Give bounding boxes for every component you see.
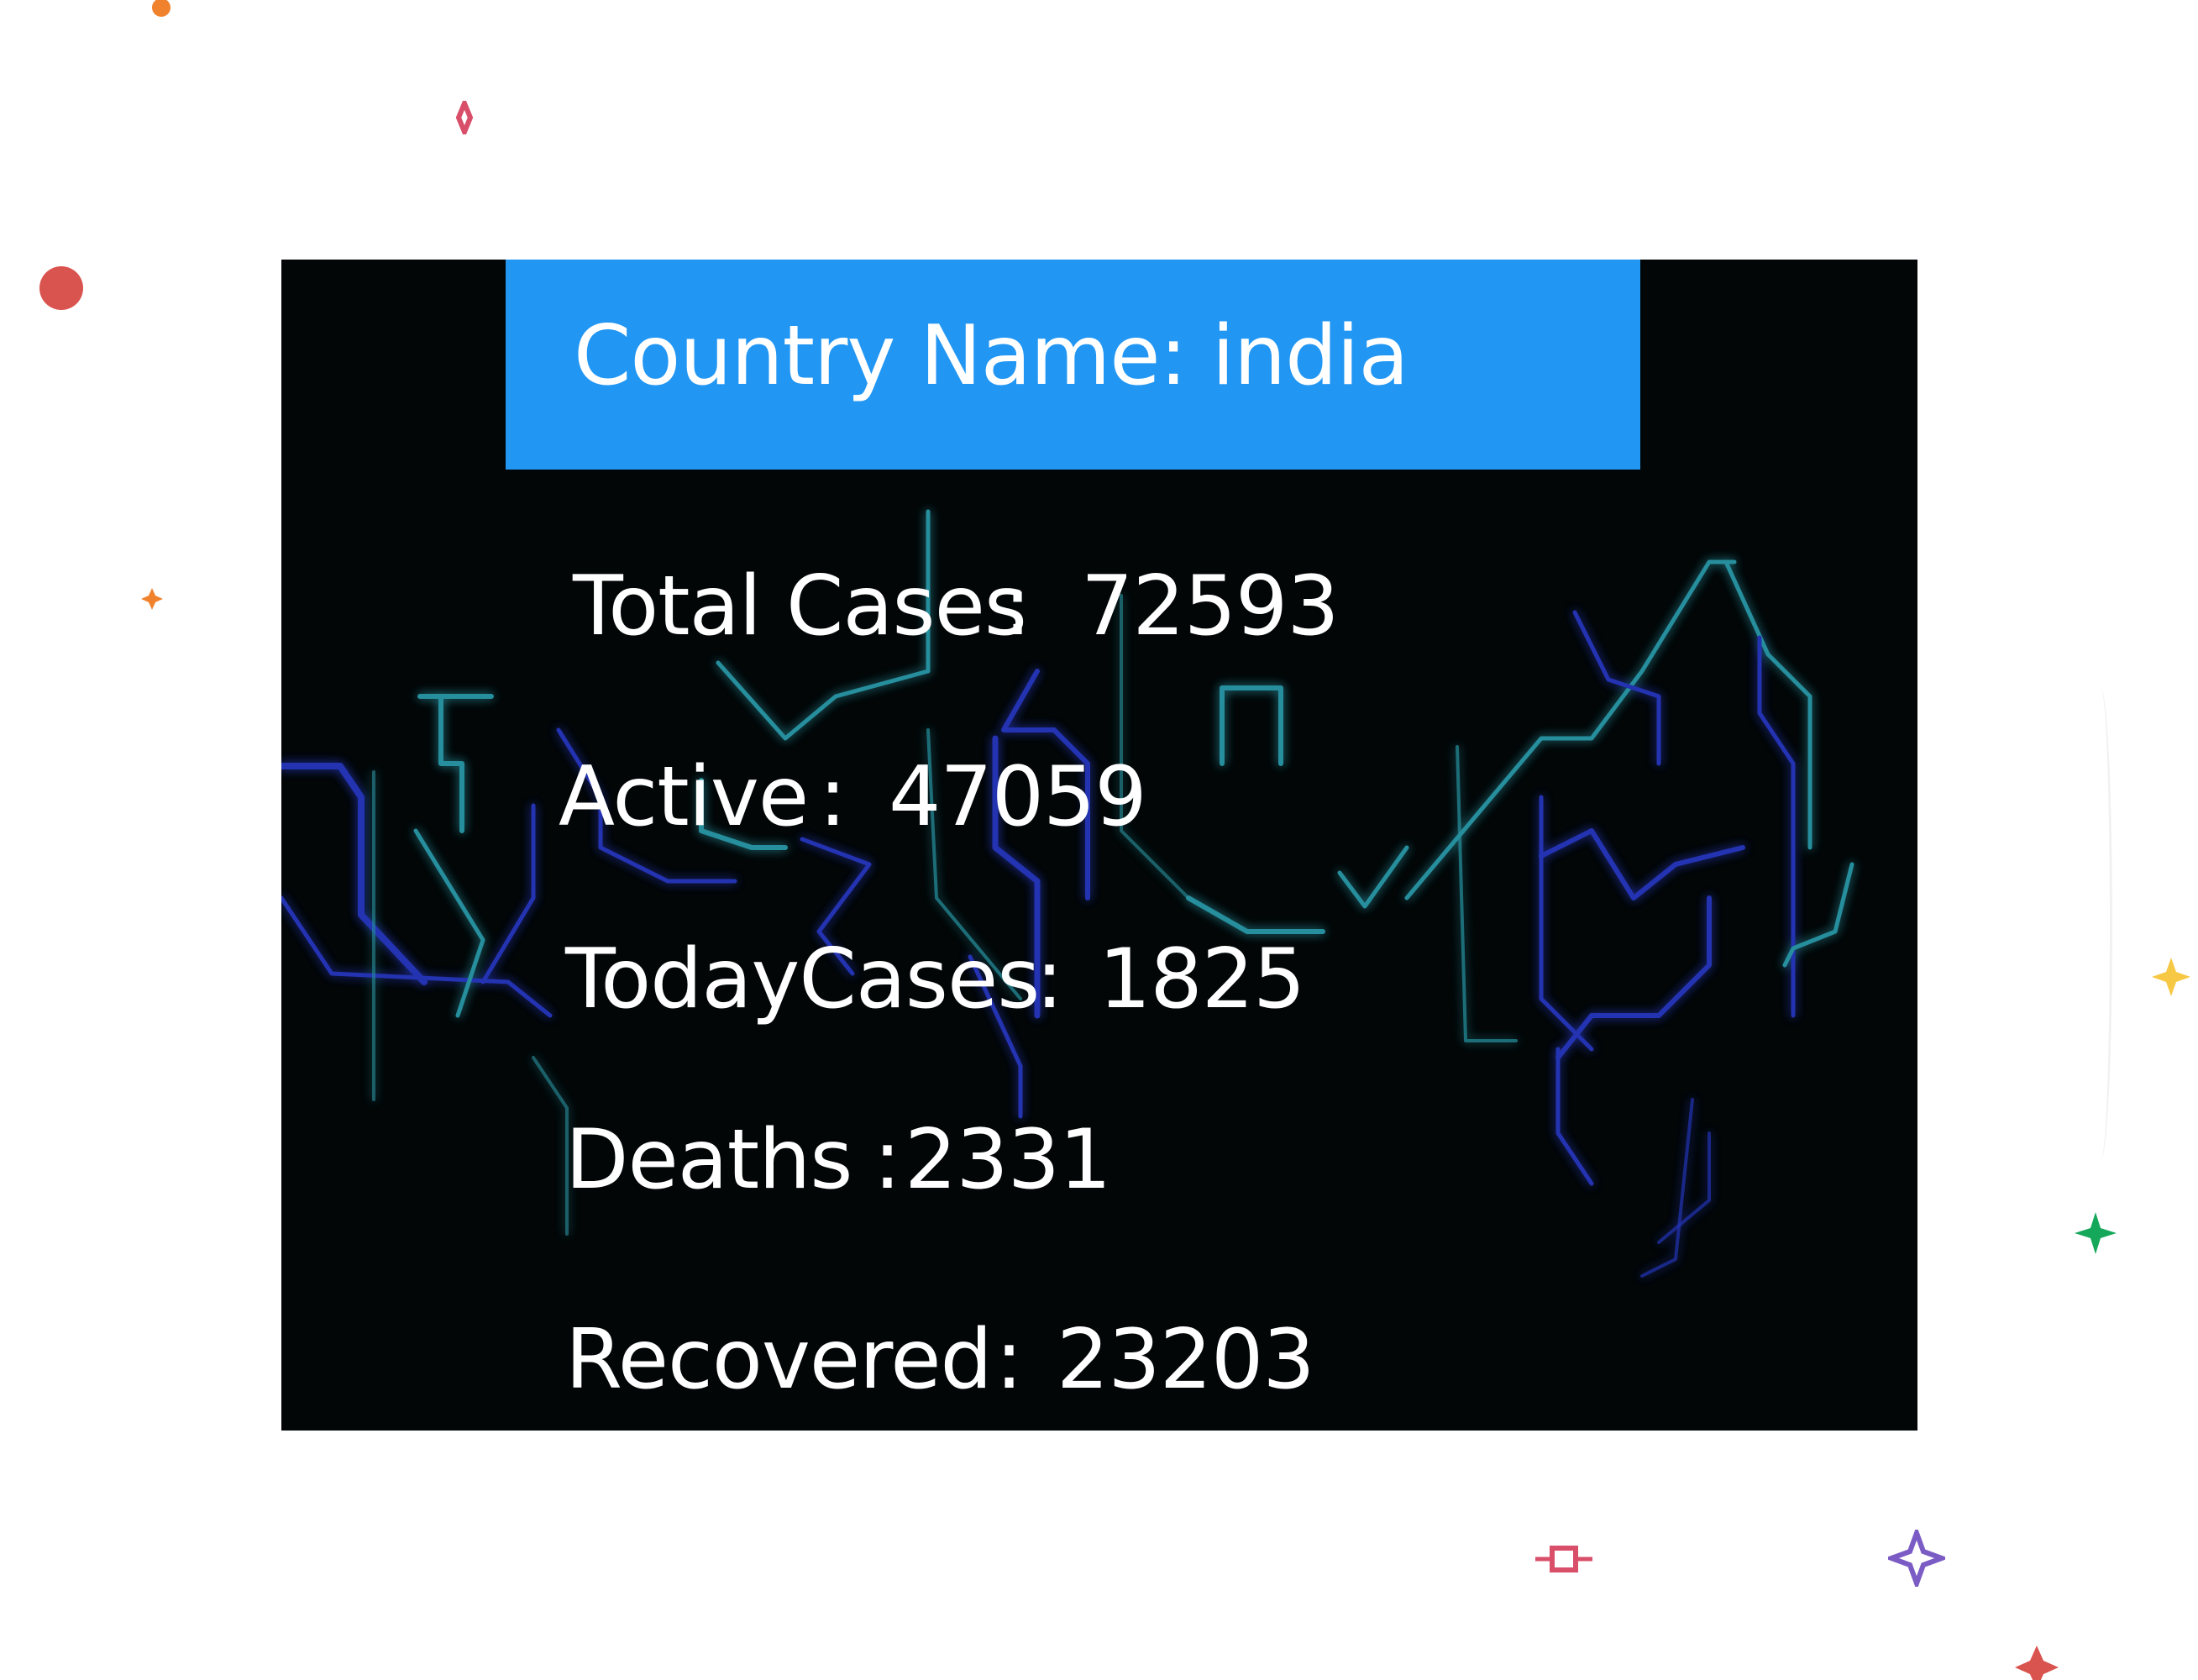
stat-separator: : [1004,559,1031,654]
circuit-background-image [281,509,1854,1278]
orange-dot-decoration [152,0,170,17]
stat-separator: : [995,1312,1023,1408]
stat-value: 47059 [889,749,1147,845]
pink-sparkle-icon [455,101,474,134]
country-name-title: Country Name: india [574,308,1409,404]
stat-label: Deaths [565,1112,852,1208]
pink-bracket-icon [1535,1546,1592,1572]
orange-sparkle-icon [141,588,163,610]
stat-value: 23203 [1057,1312,1315,1408]
stat-separator: : [873,1112,901,1208]
stat-label: Active [559,749,809,845]
country-stats-card: Country Name: india Total Cases : 72593 … [281,260,1917,1431]
yellow-sparkle-icon [2152,958,2190,996]
stat-separator: : [819,749,847,845]
stat-label: Total Cases [573,559,1027,654]
faint-shadow-arc [2090,689,2112,1159]
country-header: Country Name: india [506,260,1640,470]
stat-value: 2331 [905,1112,1111,1208]
stat-label: TodayCases [565,932,1040,1027]
stat-value: 72593 [1081,559,1340,654]
stat-label: Recovered [565,1312,993,1408]
stat-separator: : [1036,932,1063,1027]
red-sparkle-icon [2015,1646,2059,1680]
stat-value: 1825 [1099,932,1305,1027]
green-sparkle-icon [2075,1212,2117,1254]
purple-sparkle-icon [1888,1530,1945,1587]
red-dot-decoration [39,266,83,310]
